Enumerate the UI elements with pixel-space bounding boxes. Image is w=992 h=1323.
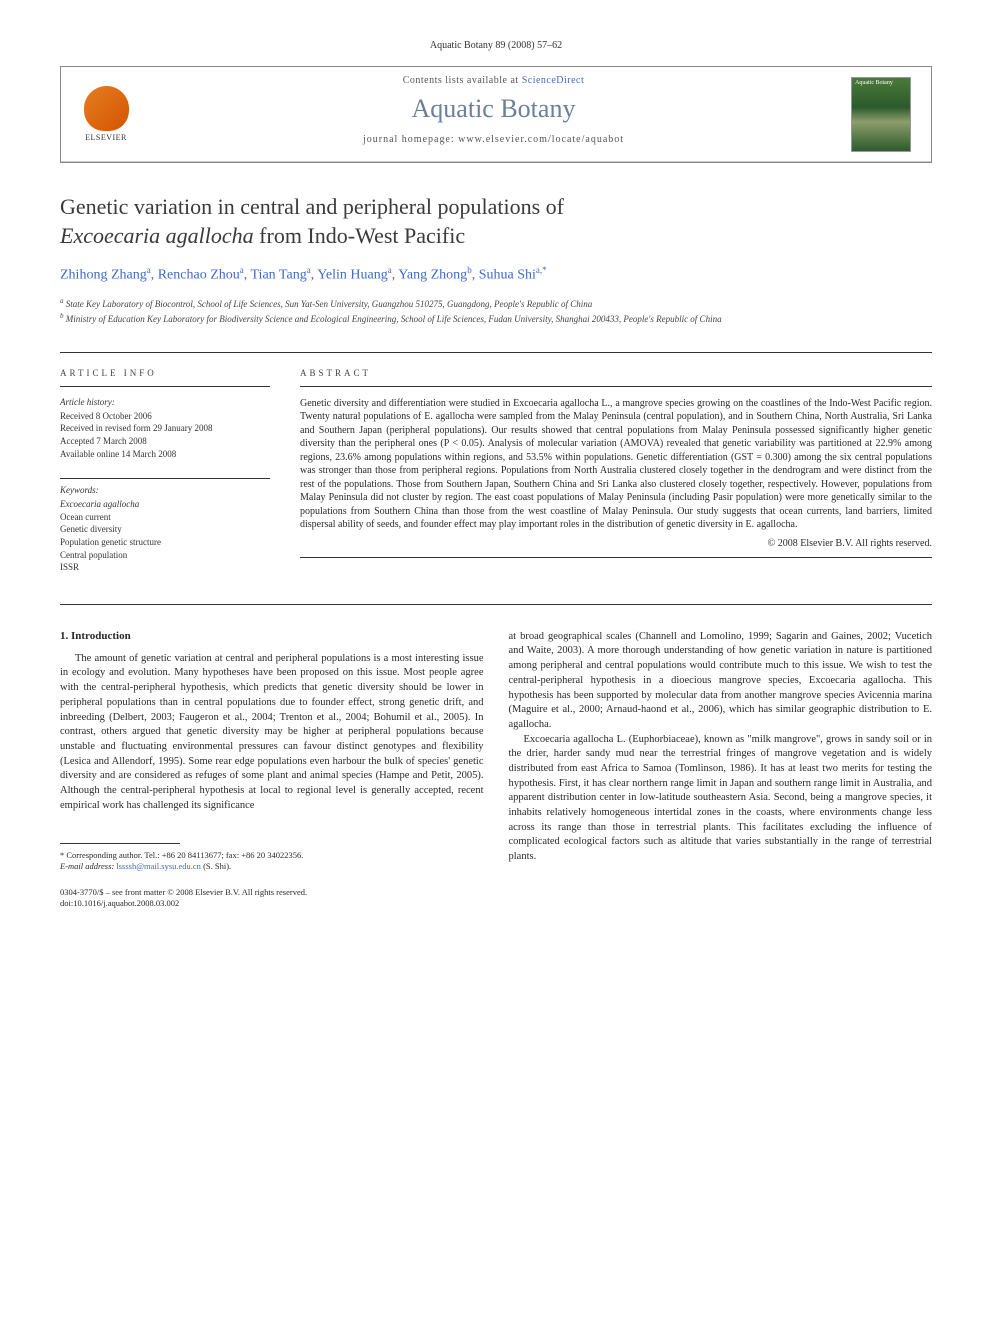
author-aff-sup: a,* — [536, 265, 547, 275]
homepage-url[interactable]: www.elsevier.com/locate/aquabot — [458, 134, 624, 145]
section-rule — [60, 352, 932, 353]
journal-cover-thumbnail: Aquatic Botany — [851, 77, 911, 152]
title-species-italic: Excoecaria agallocha — [60, 223, 254, 248]
journal-name: Aquatic Botany — [136, 94, 851, 124]
journal-homepage-line: journal homepage: www.elsevier.com/locat… — [136, 134, 851, 153]
abstract-heading: ABSTRACT — [300, 368, 932, 378]
email-link[interactable]: lssssh@mail.sysu.edu.cn — [116, 861, 201, 871]
aff-text: State Key Laboratory of Biocontrol, Scho… — [66, 299, 592, 309]
info-rule — [300, 557, 932, 558]
author: Suhua Shi — [479, 268, 536, 283]
contents-prefix: Contents lists available at — [403, 75, 522, 86]
author: Yang Zhong — [398, 268, 467, 283]
email-label: E-mail address: — [60, 861, 116, 871]
info-rule — [60, 478, 270, 479]
mid-rule — [60, 604, 932, 605]
sciencedirect-link[interactable]: ScienceDirect — [522, 75, 585, 86]
journal-header-box: ELSEVIER Contents lists available at Sci… — [60, 66, 932, 163]
intro-paragraph-2: Excoecaria agallocha L. (Euphorbiaceae),… — [509, 733, 933, 865]
abstract-copyright: © 2008 Elsevier B.V. All rights reserved… — [300, 538, 932, 549]
intro-paragraph-cont: at broad geographical scales (Channell a… — [509, 630, 933, 733]
history-item: Available online 14 March 2008 — [60, 448, 270, 461]
cover-label: Aquatic Botany — [855, 80, 893, 86]
authors-line: Zhihong Zhanga, Renchao Zhoua, Tian Tang… — [60, 265, 932, 284]
keyword-item: Genetic diversity — [60, 523, 270, 536]
corresponding-author-footnote: * Corresponding author. Tel.: +86 20 841… — [60, 850, 484, 861]
aff-text: Ministry of Education Key Laboratory for… — [66, 314, 722, 324]
abstract-text: Genetic diversity and differentiation we… — [300, 397, 932, 532]
title-line1: Genetic variation in central and periphe… — [60, 194, 564, 219]
section-heading: 1. Introduction — [60, 630, 484, 642]
author-aff-sup: b — [467, 265, 472, 275]
history-item: Accepted 7 March 2008 — [60, 435, 270, 448]
affiliations: a State Key Laboratory of Biocontrol, Sc… — [60, 296, 932, 327]
keyword-item: Population genetic structure — [60, 536, 270, 549]
author-aff-sup: a — [147, 265, 151, 275]
email-footnote: E-mail address: lssssh@mail.sysu.edu.cn … — [60, 861, 484, 872]
doi-line: doi:10.1016/j.aquabot.2008.03.002 — [60, 898, 484, 909]
aff-sup: b — [60, 312, 64, 320]
issn-line: 0304-3770/$ – see front matter © 2008 El… — [60, 887, 484, 898]
history-label: Article history: — [60, 397, 270, 407]
elsevier-tree-icon — [84, 86, 129, 131]
author: Zhihong Zhang — [60, 268, 147, 283]
keyword-item: ISSR — [60, 561, 270, 574]
homepage-prefix: journal homepage: — [363, 134, 458, 145]
history-item: Received 8 October 2006 — [60, 410, 270, 423]
elsevier-label: ELSEVIER — [85, 133, 127, 142]
contents-available-line: Contents lists available at ScienceDirec… — [136, 75, 851, 86]
keyword-item: Ocean current — [60, 511, 270, 524]
info-rule — [60, 386, 270, 387]
author: Tian Tang — [251, 268, 307, 283]
author-aff-sup: a — [388, 265, 392, 275]
author: Yelin Huang — [317, 268, 388, 283]
affiliation-item: a State Key Laboratory of Biocontrol, Sc… — [60, 296, 932, 312]
article-title: Genetic variation in central and periphe… — [60, 193, 932, 250]
keyword-item: Central population — [60, 549, 270, 562]
author-aff-sup: a — [307, 265, 311, 275]
running-header: Aquatic Botany 89 (2008) 57–62 — [60, 40, 932, 51]
keyword-item: Excoecaria agallocha — [60, 498, 270, 511]
article-info-heading: ARTICLE INFO — [60, 368, 270, 378]
affiliation-item: b Ministry of Education Key Laboratory f… — [60, 311, 932, 327]
elsevier-logo: ELSEVIER — [76, 82, 136, 147]
title-line2-rest: from Indo-West Pacific — [254, 223, 465, 248]
keywords-label: Keywords: — [60, 485, 270, 495]
author: Renchao Zhou — [158, 268, 240, 283]
footnote-rule — [60, 843, 180, 844]
author-aff-sup: a — [240, 265, 244, 275]
history-item: Received in revised form 29 January 2008 — [60, 422, 270, 435]
aff-sup: a — [60, 297, 64, 305]
email-suffix: (S. Shi). — [201, 861, 231, 871]
info-rule — [300, 386, 932, 387]
intro-paragraph: The amount of genetic variation at centr… — [60, 652, 484, 814]
